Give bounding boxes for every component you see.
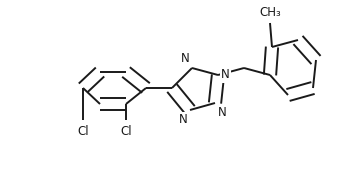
Text: Cl: Cl [120, 125, 132, 138]
Text: N: N [218, 106, 227, 119]
Text: N: N [221, 69, 230, 82]
Text: N: N [179, 113, 188, 126]
Text: N: N [181, 52, 190, 65]
Text: CH₃: CH₃ [259, 6, 281, 19]
Text: Cl: Cl [77, 125, 89, 138]
